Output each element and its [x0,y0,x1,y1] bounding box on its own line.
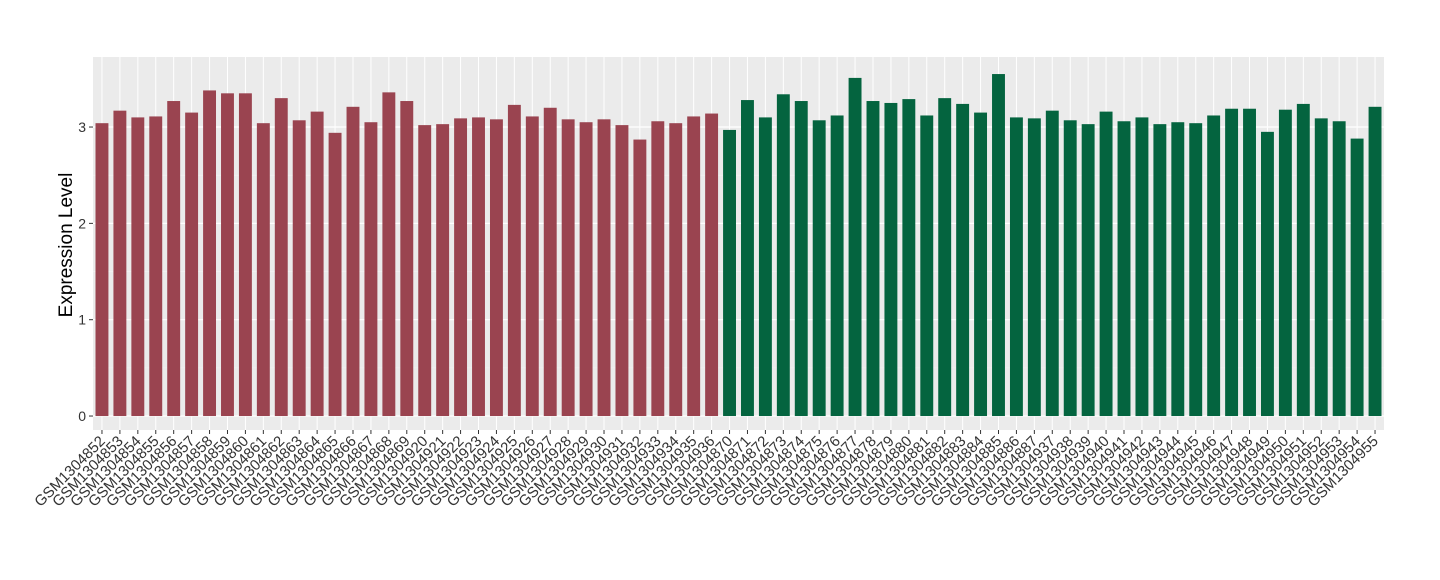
bar [651,121,665,417]
bar [292,120,306,417]
bar [920,115,934,417]
bar [131,117,145,417]
bar [1350,138,1364,417]
bar [221,93,234,417]
bar [992,74,1005,417]
bar [310,111,324,417]
bar [1332,121,1346,417]
bar [1117,121,1131,417]
bar [902,99,916,417]
bar [1368,106,1382,417]
bar [1135,117,1149,417]
bar [95,123,109,417]
bar [454,118,468,417]
bar [758,117,772,417]
bar [956,103,970,417]
y-tick-label: 2 [78,215,86,231]
bar [346,106,360,417]
bar [525,116,539,417]
bar [1225,108,1239,417]
bar [382,92,396,417]
bar [1063,120,1077,417]
bar [203,90,217,417]
bar [1045,110,1059,417]
bar [597,119,611,417]
bar [328,132,342,417]
bar [1260,131,1274,417]
bar [1009,117,1023,417]
bar [776,94,790,417]
bar [364,122,378,417]
bar [723,129,736,417]
bar [1278,109,1292,417]
bar [1099,111,1113,417]
bar [543,107,557,417]
bar [884,102,898,417]
bar [507,104,521,417]
bar [1314,118,1328,417]
bar [400,101,414,417]
bar [489,119,503,417]
y-tick-label: 0 [78,408,86,424]
bar [633,139,647,417]
bar [238,93,252,417]
bar [1081,124,1095,417]
bar [561,119,575,417]
bar [615,125,629,417]
bar [1243,108,1256,417]
bar [1207,115,1221,417]
bar [687,116,701,417]
y-tick-label: 1 [78,312,86,328]
bar [113,110,127,417]
bar [794,101,808,417]
bar [866,101,880,417]
bar [185,112,199,417]
bar [705,113,719,417]
bar [1153,124,1167,417]
bar [669,123,683,417]
bar [1296,103,1310,417]
bar [274,98,288,417]
bar [1171,122,1185,417]
bar [938,98,952,417]
bar [974,112,988,417]
y-tick-label: 3 [78,119,86,135]
bar [741,100,754,417]
bar [472,117,485,417]
y-axis-label: Expression Level [56,173,77,318]
bar [848,77,862,417]
bar [256,123,270,417]
bar [1189,123,1203,417]
bar [812,120,826,417]
bar [1027,118,1041,417]
bar [436,124,450,417]
bar [579,122,593,417]
bar [167,101,181,417]
bar [149,116,163,417]
bar [418,125,432,417]
bar [830,115,844,417]
